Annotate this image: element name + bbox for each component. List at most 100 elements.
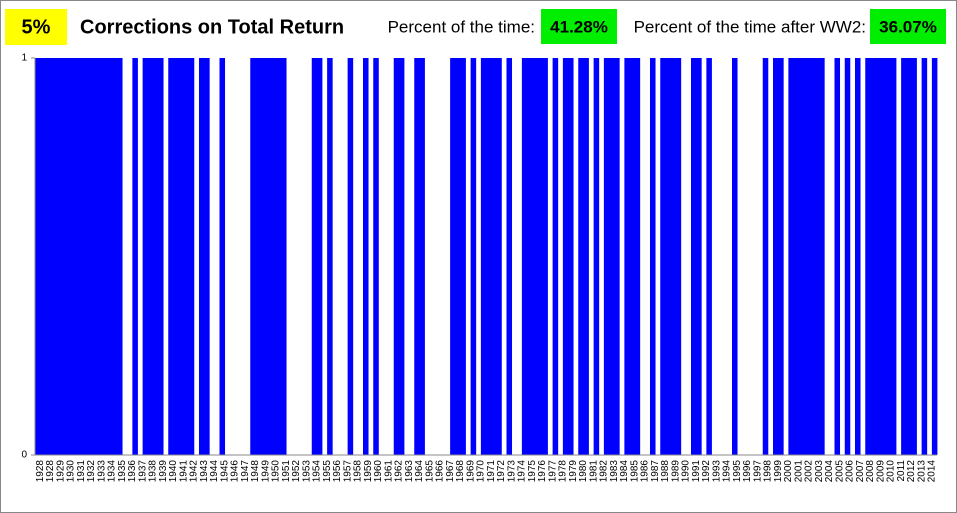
x-tick-label: 1928 <box>45 460 56 483</box>
x-tick-label: 2003 <box>814 460 825 483</box>
bar <box>101 58 108 455</box>
bar <box>844 58 851 455</box>
bar <box>532 58 538 455</box>
bar <box>158 58 164 455</box>
x-tick-label: 2010 <box>886 460 897 483</box>
x-tick-label: 1957 <box>342 460 353 483</box>
bar <box>219 58 226 455</box>
x-tick-label: 2011 <box>896 460 907 482</box>
bar <box>50 58 56 455</box>
x-tick-label: 1943 <box>199 460 210 483</box>
bar <box>106 58 113 455</box>
x-tick-label: 1991 <box>691 460 702 483</box>
bar <box>773 58 779 455</box>
bar <box>81 58 87 455</box>
bar <box>609 58 615 455</box>
x-tick-label: 1999 <box>773 460 784 483</box>
bar <box>885 58 892 455</box>
bar <box>629 58 636 455</box>
x-tick-label: 2002 <box>804 460 815 483</box>
bar <box>55 58 62 455</box>
x-tick-label: 1981 <box>588 460 599 483</box>
x-tick-label: 1938 <box>148 460 159 483</box>
x-tick-label: 1928 <box>35 460 46 483</box>
bar <box>173 58 179 455</box>
x-tick-label: 1979 <box>568 460 579 483</box>
bar <box>270 58 277 455</box>
x-tick-label: 1948 <box>250 460 261 483</box>
bar <box>460 58 466 455</box>
x-tick-label: 2004 <box>824 460 835 483</box>
x-tick-label: 1941 <box>178 460 189 483</box>
badge-box <box>5 9 67 45</box>
bar <box>901 58 907 455</box>
bar <box>96 58 103 455</box>
bar <box>188 58 195 455</box>
x-tick-label: 1968 <box>455 460 466 483</box>
x-tick-label: 1996 <box>742 460 753 483</box>
x-tick-label: 1988 <box>660 460 671 483</box>
bar <box>814 58 820 455</box>
bar <box>168 58 174 455</box>
bar <box>798 58 805 455</box>
bar <box>793 58 800 455</box>
bar <box>178 58 185 455</box>
annotation-value: 36.07% <box>879 17 937 36</box>
bar <box>480 58 487 455</box>
bar <box>803 58 810 455</box>
y-tick-label: 0 <box>21 450 27 461</box>
x-tick-label: 1998 <box>763 460 774 483</box>
bar <box>819 58 825 455</box>
x-tick-label: 2009 <box>875 460 886 483</box>
x-tick-label: 1966 <box>435 460 446 483</box>
bar <box>906 58 912 455</box>
bar <box>650 58 656 455</box>
x-tick-label: 2001 <box>793 460 804 483</box>
annotation-text: Percent of the time after WW2: <box>634 17 866 36</box>
x-tick-label: 1960 <box>373 460 384 483</box>
bar <box>347 58 354 455</box>
x-tick-label: 1956 <box>332 460 343 483</box>
bar <box>132 58 138 455</box>
bar <box>142 58 149 455</box>
bar <box>86 58 92 455</box>
x-tick-label: 1965 <box>424 460 435 483</box>
bar <box>147 58 154 455</box>
x-tick-label: 1937 <box>137 460 148 483</box>
x-tick-label: 1939 <box>158 460 169 483</box>
x-tick-label: 1929 <box>55 460 66 483</box>
bar <box>778 58 784 455</box>
bar <box>111 58 118 455</box>
bar <box>450 58 456 455</box>
x-tick-label: 1932 <box>86 460 97 483</box>
x-tick-label: 1955 <box>322 460 333 483</box>
bar <box>660 58 666 455</box>
bar <box>593 58 600 455</box>
bar <box>732 58 738 455</box>
x-tick-label: 1934 <box>107 460 118 483</box>
bar <box>921 58 928 455</box>
bar <box>665 58 671 455</box>
x-tick-label: 1962 <box>394 460 405 483</box>
annotation-box <box>541 9 617 44</box>
bar <box>675 58 682 455</box>
bar <box>691 58 697 455</box>
bar <box>870 58 876 455</box>
x-tick-label: 1963 <box>404 460 415 483</box>
annotation-box <box>870 9 946 44</box>
x-tick-label: 1978 <box>558 460 569 483</box>
bar <box>70 58 77 455</box>
bar <box>363 58 369 455</box>
bar <box>578 58 584 455</box>
x-tick-label: 1982 <box>599 460 610 483</box>
bar <box>834 58 841 455</box>
x-tick-label: 1969 <box>465 460 476 483</box>
bar <box>470 58 477 455</box>
bar <box>552 58 559 455</box>
x-tick-label: 1967 <box>445 460 456 483</box>
x-tick-label: 1936 <box>127 460 138 483</box>
bar <box>614 58 620 455</box>
x-tick-label: 1942 <box>189 460 200 483</box>
bar <box>634 58 641 455</box>
bar <box>45 58 51 455</box>
